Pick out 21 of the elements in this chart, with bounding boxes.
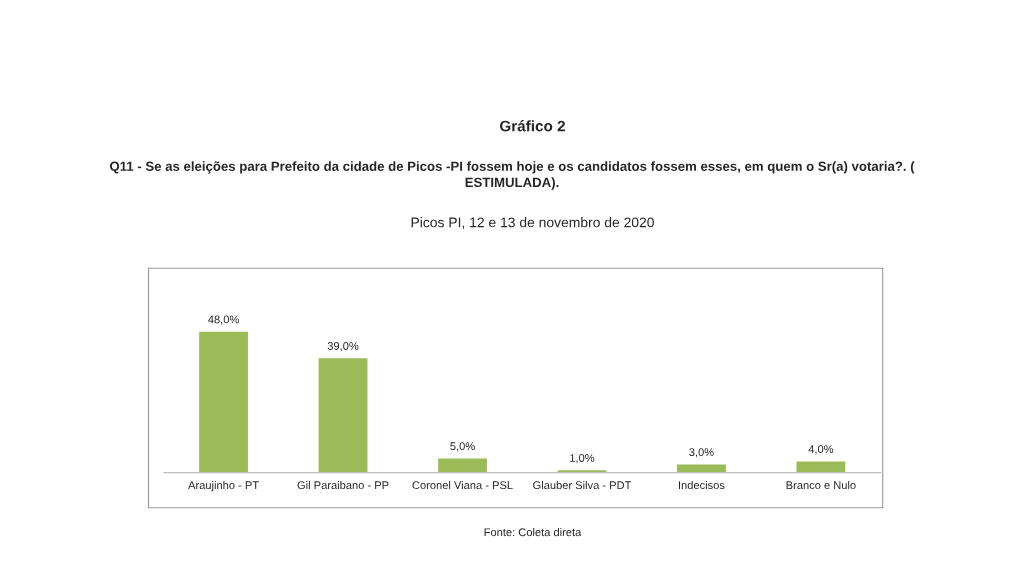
bar [675,463,728,473]
bar [795,460,847,473]
data-label: 5,0% [450,442,475,452]
x-tick-label: Gil Paraibano - PP [297,480,389,490]
chart-subtitle: Q11 - Se as eleições para Prefeito da cidade de Picos -PI fossem hoje e os candidatos fossem esses, em quem o Sr(a) votaria?. ( ESTIMULADA). [109,161,915,190]
x-tick-label: Indecisos [679,480,725,490]
bar [436,457,489,473]
x-tick-label: Araujinho - PT [188,480,259,492]
data-label: 1,0% [570,454,595,464]
x-tick-label: Branco e Nulo [786,480,856,490]
bar [317,356,369,473]
x-tick-label: Glauber Silva - PDT [533,480,632,490]
text: Picos PI, 12 e 13 de novembro de 2020 [411,217,654,229]
data-label: 39,0% [327,342,359,352]
data-label: 4,0% [808,445,834,455]
x-tick-label: Coronel Viana - PSL [412,480,513,490]
chart-title: Gráfico 2 [500,120,565,132]
data-label: 3,0% [689,448,714,458]
data-label: 48,0% [208,315,239,325]
bar [197,330,250,473]
source-note: Fonte: Coleta direta [484,527,582,537]
